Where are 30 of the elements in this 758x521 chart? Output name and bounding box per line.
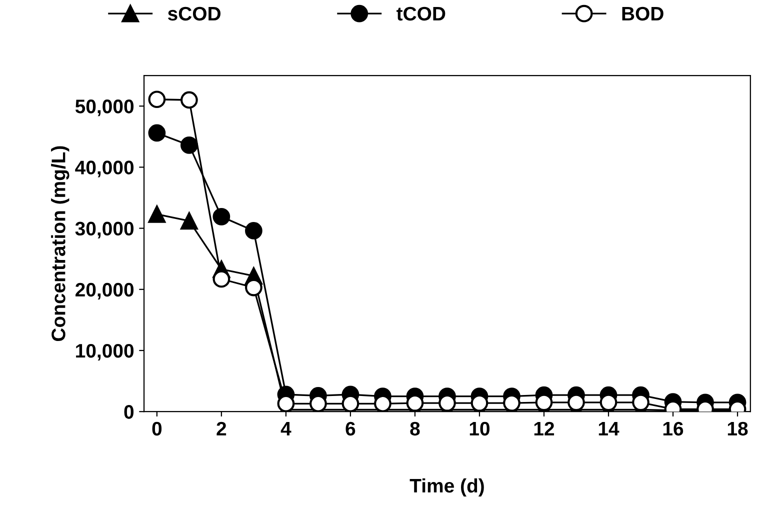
y-tick-label: 0 (124, 405, 134, 419)
point (148, 90, 166, 108)
y-axis-title: Concentration (mg/L) (51, 146, 70, 342)
point (212, 270, 230, 288)
x-tick-label: 14 (598, 422, 620, 436)
y-tick-label: 30,000 (75, 222, 134, 238)
x-tick-label: 18 (728, 422, 748, 436)
x-tick-label: 4 (280, 422, 292, 436)
point (180, 91, 198, 109)
point (148, 124, 166, 142)
y-tick-label: 40,000 (75, 160, 134, 178)
x-tick-label: 16 (663, 422, 684, 436)
x-tick-label: 2 (216, 422, 226, 436)
x-tick-label: 0 (152, 422, 162, 436)
x-tick-label: 10 (470, 422, 490, 436)
y-tick-label: 50,000 (75, 100, 134, 116)
x-tick-label: 6 (346, 422, 356, 436)
x-axis-title: Time (d) (410, 478, 484, 496)
y-tick-label: 20,000 (76, 282, 134, 300)
legend-label: sCOD (168, 6, 220, 21)
point (180, 212, 198, 230)
point (148, 206, 166, 223)
x-tick-label: 12 (534, 422, 554, 436)
x-tick-label: 8 (410, 422, 420, 436)
y-tick-label: 10,000 (76, 344, 134, 361)
legend-label: tCOD (396, 6, 446, 21)
legend-label: BOD (622, 6, 664, 21)
point (180, 136, 198, 154)
point (212, 208, 230, 226)
point (245, 222, 262, 240)
